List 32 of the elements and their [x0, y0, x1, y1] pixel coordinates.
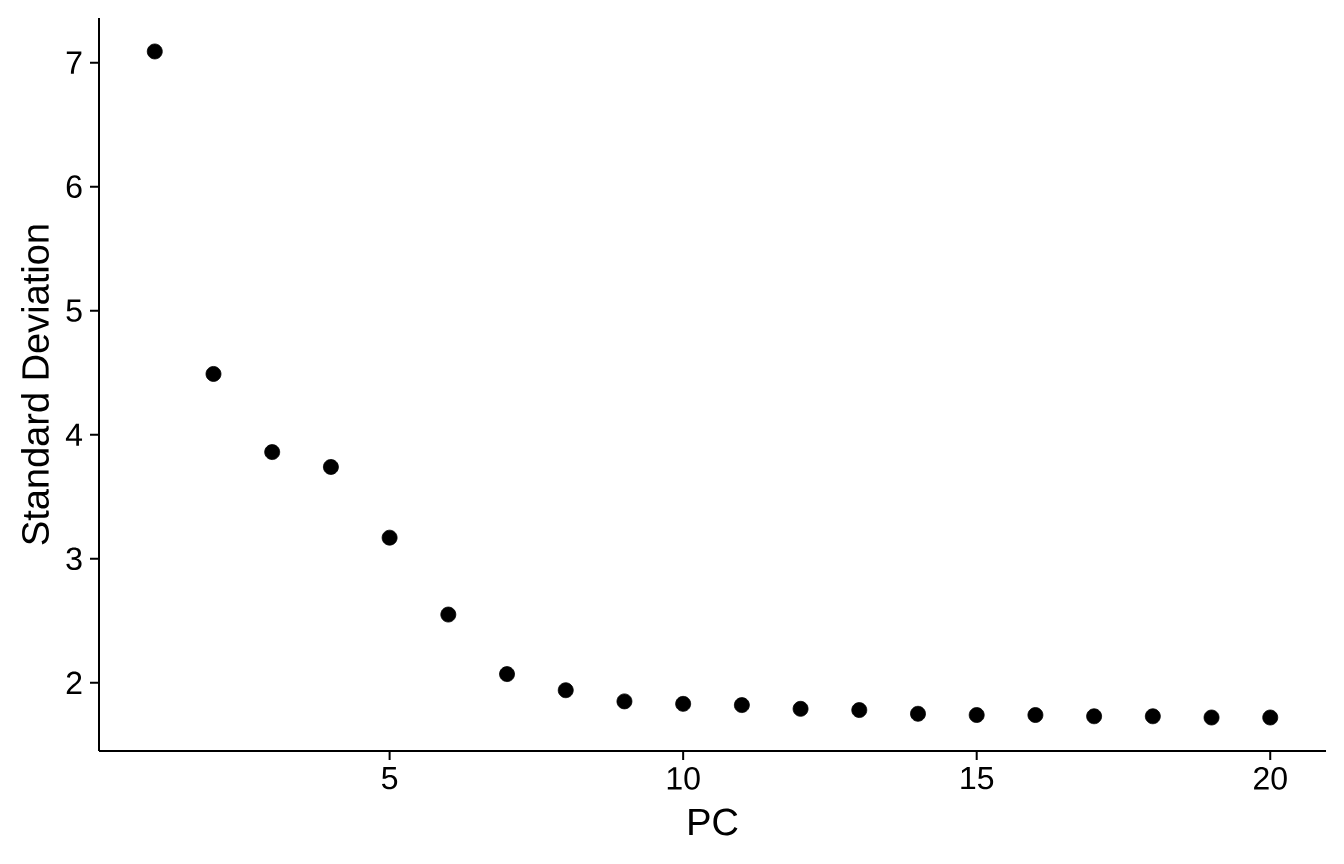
point	[146, 43, 163, 60]
y-tick-label: 5	[66, 299, 82, 322]
point	[205, 366, 222, 382]
x-tick-label: 20	[1254, 767, 1287, 790]
y-tick-label: 7	[66, 51, 82, 74]
x-tick-label: 5	[381, 767, 398, 790]
point	[264, 444, 281, 460]
x-tick-label: 15	[961, 767, 994, 790]
point	[1203, 709, 1220, 726]
y-tick-label: 4	[65, 423, 83, 446]
y-tick-label: 2	[66, 671, 82, 694]
point	[675, 695, 692, 712]
point	[1086, 708, 1103, 725]
point	[851, 702, 868, 718]
y-tick-label: 3	[66, 547, 82, 571]
y-axis-title: Standard Deviation	[21, 225, 49, 545]
point	[1144, 708, 1161, 725]
point	[1027, 707, 1044, 723]
point	[792, 700, 809, 717]
point	[616, 693, 633, 710]
x-axis-title: PC	[689, 808, 738, 836]
point	[499, 666, 515, 682]
point	[1262, 709, 1279, 726]
x-tick-label: 10	[667, 767, 700, 790]
point	[381, 529, 398, 546]
point	[733, 697, 750, 714]
point	[557, 682, 574, 699]
point	[910, 705, 926, 722]
point	[323, 459, 339, 475]
point	[440, 606, 457, 623]
point	[968, 707, 985, 723]
y-tick-label: 6	[66, 175, 82, 198]
